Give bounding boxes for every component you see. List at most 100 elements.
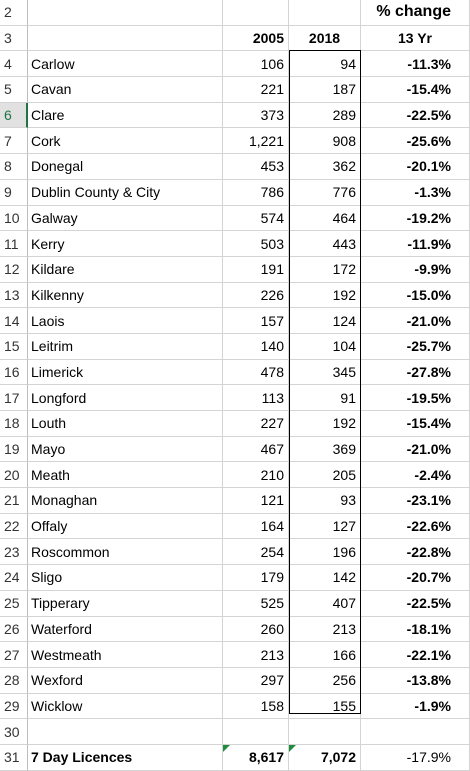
row-header[interactable]: 15 [0, 333, 28, 360]
value-2018-cell[interactable]: 407 [289, 590, 361, 617]
row-header[interactable]: 18 [0, 411, 28, 437]
pct-change-cell[interactable]: -20.1% [361, 154, 470, 180]
value-2005-cell[interactable]: 191 [223, 256, 289, 283]
value-2018-cell[interactable]: 94 [289, 51, 361, 78]
value-2018-cell[interactable]: 289 [289, 102, 361, 129]
county-name-cell[interactable]: Longford [28, 385, 223, 411]
pct-change-cell[interactable]: -11.3% [361, 51, 470, 78]
cell[interactable] [223, 0, 289, 26]
pct-change-cell[interactable]: -18.1% [361, 616, 470, 643]
pct-change-cell[interactable]: -19.5% [361, 385, 470, 411]
value-2005-cell[interactable]: 121 [223, 488, 289, 514]
pct-change-cell[interactable]: -21.0% [361, 436, 470, 463]
row-header[interactable]: 4 [0, 51, 28, 78]
row-header[interactable]: 5 [0, 77, 28, 103]
county-name-cell[interactable]: Louth [28, 411, 223, 437]
pct-change-cell[interactable]: -22.5% [361, 590, 470, 617]
header-13yr-cell[interactable]: 13 Yr [361, 25, 470, 52]
value-2005-cell[interactable]: 453 [223, 154, 289, 180]
row-header[interactable]: 6 [0, 102, 28, 129]
row-header[interactable]: 8 [0, 154, 28, 180]
row-header[interactable]: 9 [0, 179, 28, 206]
pct-change-cell[interactable]: -22.6% [361, 513, 470, 540]
pct-change-cell[interactable]: -15.4% [361, 411, 470, 437]
value-2018-cell[interactable]: 155 [289, 693, 361, 720]
total-pct-change-cell[interactable]: -17.9% [361, 744, 470, 771]
row-header[interactable]: 24 [0, 565, 28, 591]
county-name-cell[interactable]: Cavan [28, 77, 223, 103]
pct-change-cell[interactable]: -21.0% [361, 308, 470, 334]
pct-change-cell[interactable]: -1.9% [361, 693, 470, 720]
value-2005-cell[interactable]: 158 [223, 693, 289, 720]
value-2018-cell[interactable]: 369 [289, 436, 361, 463]
value-2005-cell[interactable]: 1,221 [223, 128, 289, 155]
cell[interactable] [289, 719, 361, 745]
pct-change-cell[interactable]: -11.9% [361, 231, 470, 257]
pct-change-cell[interactable]: -23.1% [361, 488, 470, 514]
pct-change-cell[interactable]: -13.8% [361, 667, 470, 694]
county-name-cell[interactable]: Sligo [28, 565, 223, 591]
header-2005-cell[interactable]: 2005 [223, 25, 289, 52]
value-2018-cell[interactable]: 104 [289, 333, 361, 360]
header-2018-cell[interactable]: 2018 [289, 25, 361, 52]
row-header[interactable]: 29 [0, 693, 28, 720]
value-2005-cell[interactable]: 260 [223, 616, 289, 643]
value-2018-cell[interactable]: 192 [289, 411, 361, 437]
pct-change-cell[interactable]: -22.8% [361, 539, 470, 566]
county-name-cell[interactable]: Donegal [28, 154, 223, 180]
value-2005-cell[interactable]: 226 [223, 282, 289, 309]
row-header[interactable]: 23 [0, 539, 28, 566]
county-name-cell[interactable]: Dublin County & City [28, 179, 223, 206]
value-2005-cell[interactable]: 213 [223, 642, 289, 668]
value-2005-cell[interactable]: 164 [223, 513, 289, 540]
cell[interactable] [28, 719, 223, 745]
row-header[interactable]: 25 [0, 590, 28, 617]
value-2018-cell[interactable]: 776 [289, 179, 361, 206]
row-header[interactable]: 17 [0, 385, 28, 411]
value-2005-cell[interactable]: 478 [223, 359, 289, 386]
county-name-cell[interactable]: Meath [28, 462, 223, 489]
county-name-cell[interactable]: Cork [28, 128, 223, 155]
county-name-cell[interactable]: Roscommon [28, 539, 223, 566]
county-name-cell[interactable]: Limerick [28, 359, 223, 386]
value-2005-cell[interactable]: 786 [223, 179, 289, 206]
county-name-cell[interactable]: Tipperary [28, 590, 223, 617]
value-2005-cell[interactable]: 221 [223, 77, 289, 103]
county-name-cell[interactable]: Wexford [28, 667, 223, 694]
county-name-cell[interactable]: Monaghan [28, 488, 223, 514]
pct-change-cell[interactable]: -25.6% [361, 128, 470, 155]
row-header[interactable]: 14 [0, 308, 28, 334]
row-header[interactable]: 26 [0, 616, 28, 643]
value-2018-cell[interactable]: 124 [289, 308, 361, 334]
value-2018-cell[interactable]: 142 [289, 565, 361, 591]
value-2018-cell[interactable]: 205 [289, 462, 361, 489]
total-label-cell[interactable]: 7 Day Licences [28, 744, 223, 771]
row-header[interactable]: 12 [0, 256, 28, 283]
pct-change-cell[interactable]: -15.0% [361, 282, 470, 309]
value-2018-cell[interactable]: 256 [289, 667, 361, 694]
pct-change-cell[interactable]: -27.8% [361, 359, 470, 386]
county-name-cell[interactable]: Laois [28, 308, 223, 334]
cell[interactable] [289, 0, 361, 26]
row-header[interactable]: 30 [0, 719, 28, 745]
value-2018-cell[interactable]: 464 [289, 205, 361, 232]
value-2018-cell[interactable]: 93 [289, 488, 361, 514]
row-header[interactable]: 2 [0, 0, 28, 26]
value-2018-cell[interactable]: 213 [289, 616, 361, 643]
pct-change-cell[interactable]: -22.5% [361, 102, 470, 129]
pct-change-cell[interactable]: -9.9% [361, 256, 470, 283]
row-header[interactable]: 10 [0, 205, 28, 232]
row-header[interactable]: 22 [0, 513, 28, 540]
value-2018-cell[interactable]: 127 [289, 513, 361, 540]
county-name-cell[interactable]: Westmeath [28, 642, 223, 668]
value-2005-cell[interactable]: 157 [223, 308, 289, 334]
value-2005-cell[interactable]: 525 [223, 590, 289, 617]
value-2005-cell[interactable]: 467 [223, 436, 289, 463]
cell[interactable] [223, 719, 289, 745]
county-name-cell[interactable]: Leitrim [28, 333, 223, 360]
value-2018-cell[interactable]: 196 [289, 539, 361, 566]
county-name-cell[interactable]: Clare [28, 102, 223, 129]
total-2005-cell[interactable]: 8,617 [223, 744, 289, 771]
pct-change-cell[interactable]: -22.1% [361, 642, 470, 668]
cell[interactable] [28, 0, 223, 26]
